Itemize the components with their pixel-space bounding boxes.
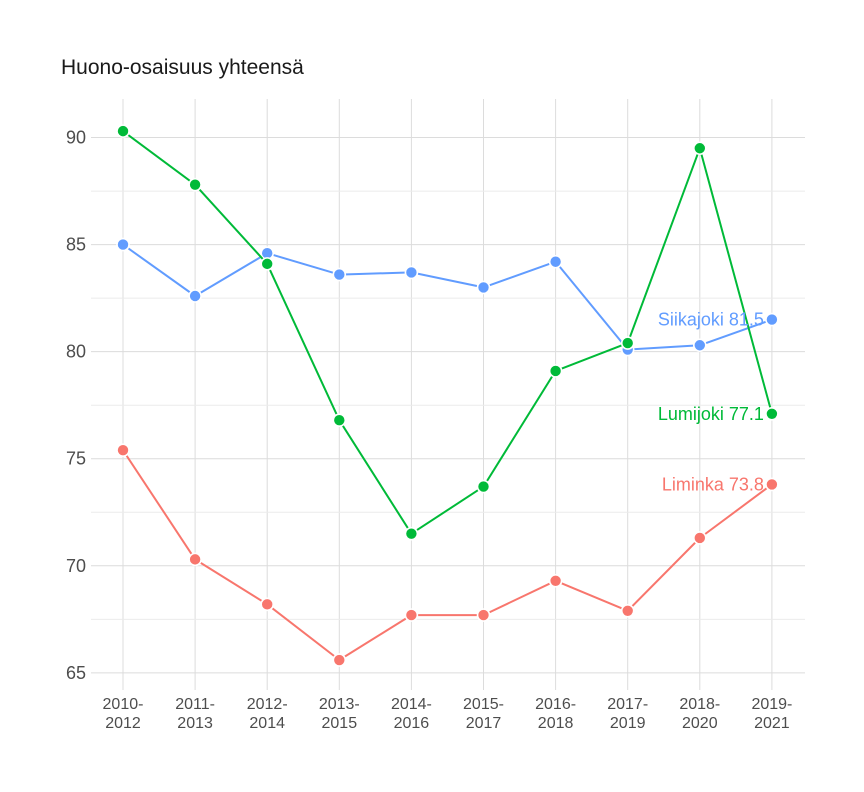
data-point-lumijoki (332, 413, 347, 427)
y-tick-label: 85 (66, 235, 86, 255)
x-tick-label-line: 2018- (679, 696, 720, 713)
y-tick-label: 70 (66, 556, 86, 576)
x-tick-label-line: 2010- (103, 696, 144, 713)
axes: 6570758085902010-20122011-20132012-20142… (66, 128, 792, 732)
series-line-lumijoki (122, 130, 773, 535)
data-point-siikajoki (116, 237, 130, 252)
x-tick-label: 2013- 2015 (319, 696, 360, 732)
y-tick-label: 65 (66, 663, 86, 683)
data-point-liminka (692, 531, 707, 545)
x-tick-label: 2018- 2020 (679, 696, 720, 732)
x-tick-label: 2016- 2018 (535, 696, 576, 732)
end-label-siikajoki: Siikajoki 81.5 (658, 310, 764, 330)
y-tick-label: 75 (66, 449, 86, 469)
x-tick-label-line: 2011- (175, 696, 215, 713)
x-tick-label-line: 2012- (247, 696, 288, 713)
x-tick-label-line: 2012 (105, 715, 141, 732)
x-tick-label: 2011- 2013 (175, 696, 215, 732)
data-point-lumijoki (476, 479, 491, 494)
data-point-liminka (404, 608, 419, 622)
data-point-siikajoki (188, 289, 202, 303)
series-line-liminka (122, 449, 773, 661)
x-tick-label: 2015- 2017 (463, 696, 504, 732)
x-tick-label-line: 2021 (754, 715, 790, 732)
y-tick-label: 80 (66, 342, 86, 362)
x-tick-label-line: 2016 (394, 715, 430, 732)
data-point-lumijoki (548, 364, 563, 378)
x-tick-label-line: 2015- (463, 696, 504, 713)
x-tick-label: 2017- 2019 (607, 696, 648, 732)
x-tick-label-line: 2014 (249, 715, 285, 732)
end-labels: Siikajoki 81.5 Lumijoki 77.1 Liminka 73.8 (658, 310, 764, 495)
end-label-lumijoki: Lumijoki 77.1 (658, 404, 764, 424)
data-point-lumijoki (116, 124, 130, 138)
data-point-lumijoki (404, 526, 419, 541)
x-tick-label-line: 2017- (607, 696, 648, 713)
data-point-lumijoki (692, 141, 707, 156)
data-point-lumijoki (620, 336, 635, 350)
chart-title: Huono-osaisuus yhteensä (61, 56, 304, 79)
data-point-liminka (476, 608, 491, 622)
x-tick-label-line: 2013- (319, 696, 360, 713)
y-tick-label: 90 (66, 128, 86, 148)
data-point-siikajoki (476, 280, 491, 295)
data-point-liminka (620, 603, 635, 618)
x-tick-label-line: 2019- (751, 696, 792, 713)
data-point-lumijoki (188, 177, 202, 192)
data-point-siikajoki (765, 312, 779, 327)
x-tick-label-line: 2014- (391, 696, 432, 713)
x-tick-label-line: 2017 (466, 715, 502, 732)
data-point-liminka (765, 477, 779, 492)
data-point-liminka (332, 653, 347, 667)
x-tick-label: 2019- 2021 (751, 696, 792, 732)
data-point-liminka (188, 552, 202, 567)
end-label-liminka: Liminka 73.8 (662, 474, 764, 494)
x-tick-label: 2014- 2016 (391, 696, 432, 732)
series-line-siikajoki (122, 243, 773, 351)
x-tick-label-line: 2020 (682, 715, 718, 732)
data-point-liminka (260, 597, 275, 612)
x-tick-label-line: 2015 (322, 715, 358, 732)
x-tick-label-line: 2013 (177, 715, 213, 732)
series (116, 124, 779, 667)
data-point-liminka (116, 443, 130, 457)
x-tick-label-line: 2019 (610, 715, 646, 732)
x-tick-label-line: 2016- (535, 696, 576, 713)
x-tick-label-line: 2018 (538, 715, 574, 732)
x-tick-label: 2010- 2012 (103, 696, 144, 732)
data-point-lumijoki (260, 257, 275, 271)
data-point-liminka (548, 573, 563, 588)
data-point-siikajoki (332, 267, 347, 282)
data-point-siikajoki (548, 254, 563, 269)
data-point-lumijoki (765, 406, 779, 421)
data-point-siikajoki (692, 338, 707, 353)
data-point-siikajoki (404, 265, 419, 280)
x-tick-label: 2012- 2014 (247, 696, 288, 732)
grid (91, 99, 805, 690)
